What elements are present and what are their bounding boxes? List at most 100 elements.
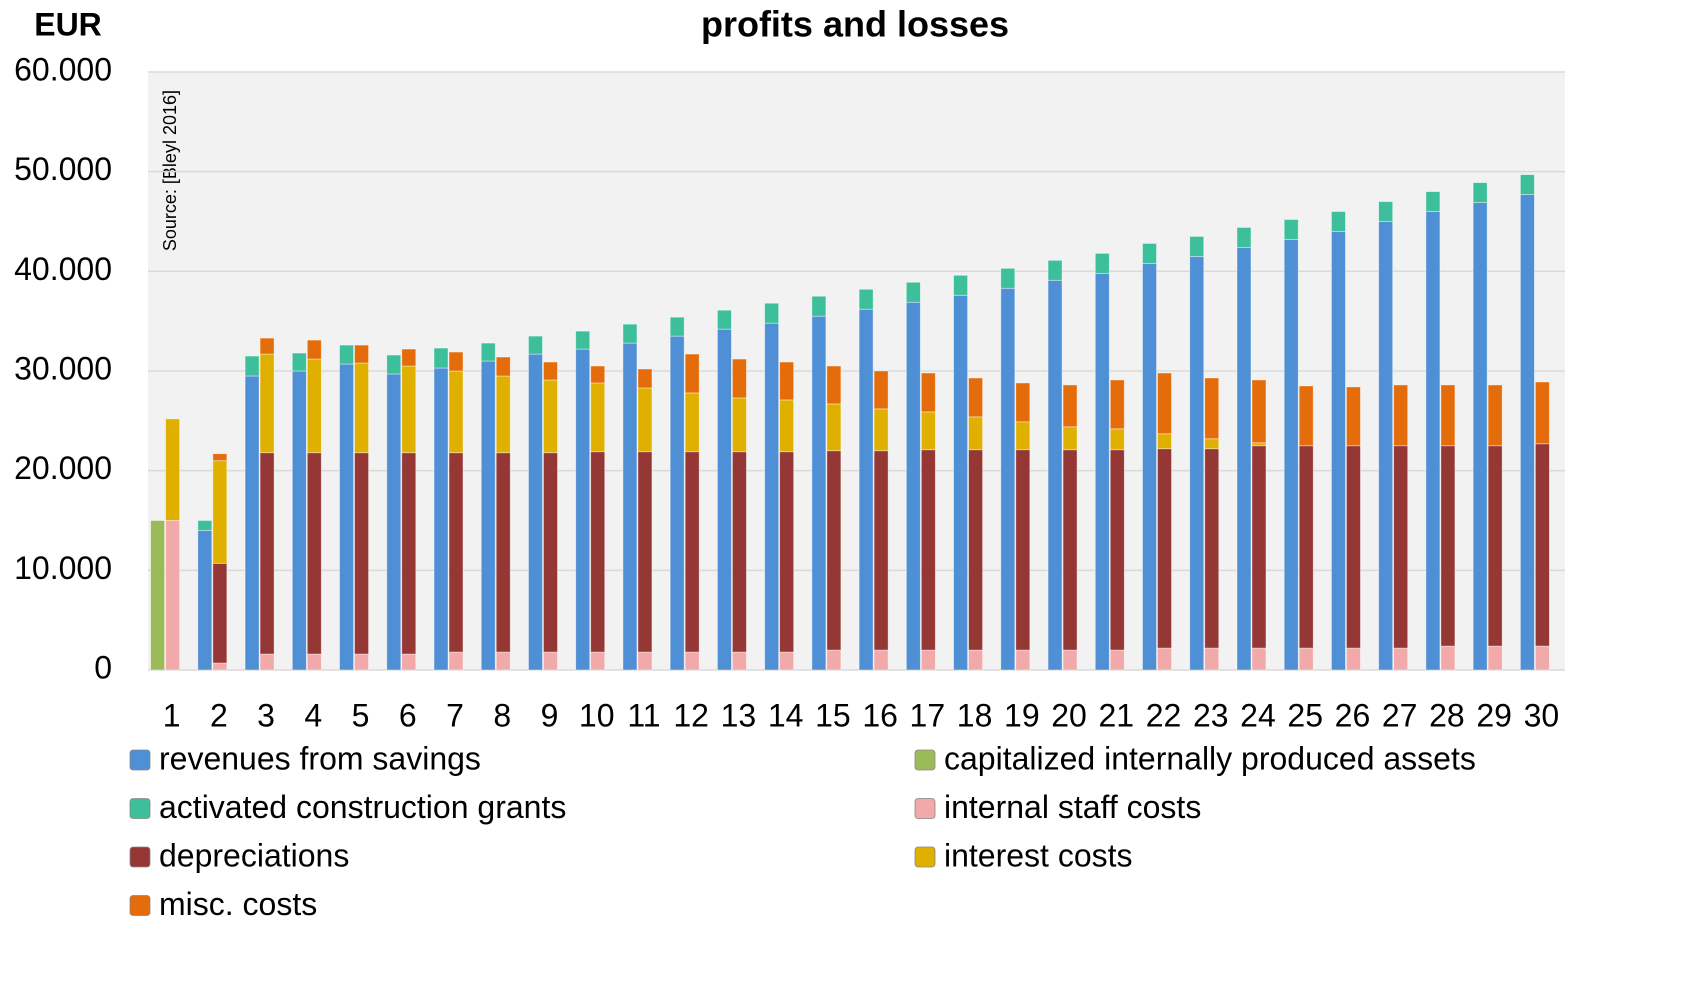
bar-segment bbox=[764, 302, 780, 324]
x-tick-label: 7 bbox=[446, 697, 464, 733]
bar-segment bbox=[197, 520, 213, 531]
bar-segment bbox=[401, 452, 417, 655]
bar-segment bbox=[1142, 243, 1157, 264]
bar-segment bbox=[448, 452, 464, 653]
bar-segment bbox=[1157, 647, 1172, 671]
bar-segment bbox=[1047, 279, 1063, 671]
bar-segment bbox=[1283, 219, 1299, 240]
bar-segment bbox=[1204, 377, 1220, 440]
bar-segment bbox=[1440, 445, 1456, 647]
bar-segment bbox=[1487, 645, 1503, 671]
bar-segment bbox=[495, 375, 511, 454]
bar-segment bbox=[669, 316, 685, 337]
x-tick-label: 21 bbox=[1098, 697, 1134, 733]
legend-swatch bbox=[914, 846, 936, 868]
x-tick-label: 14 bbox=[768, 697, 804, 733]
x-tick-label: 23 bbox=[1193, 697, 1229, 733]
legend-swatch bbox=[129, 798, 151, 819]
bar-segment bbox=[1346, 386, 1361, 447]
bar-segment bbox=[1204, 647, 1220, 671]
bar-segment bbox=[1440, 384, 1456, 447]
bar-segment bbox=[401, 365, 417, 454]
bar-segment bbox=[244, 375, 260, 671]
bar-segment bbox=[1062, 449, 1078, 651]
bar-segment bbox=[968, 416, 983, 451]
bar-segment bbox=[448, 651, 464, 671]
x-tick-label: 16 bbox=[862, 697, 898, 733]
bar-segment bbox=[1283, 239, 1299, 671]
y-tick-label: 0 bbox=[94, 649, 112, 685]
bar-segment bbox=[1015, 382, 1031, 423]
bar-segment bbox=[448, 351, 464, 372]
bar-segment bbox=[953, 294, 968, 671]
x-tick-label: 9 bbox=[541, 697, 559, 733]
bar-segment bbox=[1236, 247, 1252, 671]
y-axis-label: EUR bbox=[34, 6, 102, 42]
x-tick-label: 4 bbox=[304, 697, 322, 733]
bar-segment bbox=[1015, 421, 1031, 451]
bar-segment bbox=[1109, 379, 1125, 430]
bar-segment bbox=[528, 335, 543, 355]
bar-segment bbox=[386, 354, 402, 375]
bar-segment bbox=[150, 520, 166, 671]
bar-segment bbox=[1094, 272, 1110, 671]
bar-segment bbox=[968, 449, 983, 651]
bar-segment bbox=[1000, 287, 1016, 671]
bar-segment bbox=[433, 347, 449, 369]
bar-segment bbox=[575, 348, 591, 671]
bar-segment bbox=[1393, 445, 1409, 649]
bar-segment bbox=[684, 451, 700, 653]
bar-segment bbox=[826, 403, 842, 452]
bar-segment bbox=[291, 352, 307, 372]
legend-swatch bbox=[129, 846, 151, 868]
bar-segment bbox=[495, 651, 511, 671]
x-tick-label: 26 bbox=[1335, 697, 1371, 733]
x-tick-label: 24 bbox=[1240, 697, 1276, 733]
x-tick-label: 28 bbox=[1429, 697, 1465, 733]
bar-segment bbox=[495, 452, 511, 653]
x-tick-label: 17 bbox=[910, 697, 946, 733]
bar-segment bbox=[920, 372, 936, 413]
x-tick-label: 19 bbox=[1004, 697, 1040, 733]
bar-segment bbox=[401, 653, 417, 671]
bar-segment bbox=[259, 653, 275, 671]
bar-segment bbox=[259, 337, 275, 355]
bar-segment bbox=[495, 356, 511, 377]
bar-segment bbox=[480, 342, 496, 362]
bar-segment bbox=[873, 649, 889, 671]
bar-segment bbox=[920, 411, 936, 451]
bar-segment bbox=[953, 274, 968, 296]
bar-segment bbox=[779, 361, 795, 401]
bar-segment bbox=[1331, 231, 1346, 671]
bar-segment bbox=[354, 344, 369, 364]
bar-segment bbox=[873, 450, 889, 651]
legend-label: internal staff costs bbox=[944, 789, 1201, 825]
bar-segment bbox=[622, 342, 638, 671]
bar-segment bbox=[717, 328, 732, 671]
bar-segment bbox=[1142, 262, 1157, 671]
bar-segment bbox=[968, 649, 983, 671]
y-tick-label: 40.000 bbox=[14, 251, 112, 287]
bar-segment bbox=[873, 408, 889, 452]
x-tick-label: 27 bbox=[1382, 697, 1418, 733]
x-tick-label: 6 bbox=[399, 697, 417, 733]
bar-segment bbox=[920, 449, 936, 651]
bar-segment bbox=[905, 301, 921, 671]
bar-segment bbox=[1378, 221, 1394, 671]
bar-segment bbox=[1251, 442, 1267, 447]
bar-segment bbox=[1251, 445, 1267, 649]
x-tick-label: 5 bbox=[352, 697, 370, 733]
x-tick-label: 11 bbox=[627, 697, 660, 733]
legend-label: revenues from savings bbox=[159, 740, 481, 776]
bar-segment bbox=[1331, 211, 1346, 232]
bar-segment bbox=[306, 339, 322, 360]
bar-segment bbox=[197, 530, 213, 671]
bar-segment bbox=[401, 348, 417, 367]
bar-segment bbox=[1487, 445, 1503, 647]
bar-segment bbox=[811, 295, 827, 317]
bar-segment bbox=[212, 562, 228, 664]
bar-segment bbox=[259, 353, 275, 454]
bar-segment bbox=[1346, 445, 1361, 649]
bar-segment bbox=[165, 520, 181, 671]
x-tick-label: 15 bbox=[815, 697, 851, 733]
